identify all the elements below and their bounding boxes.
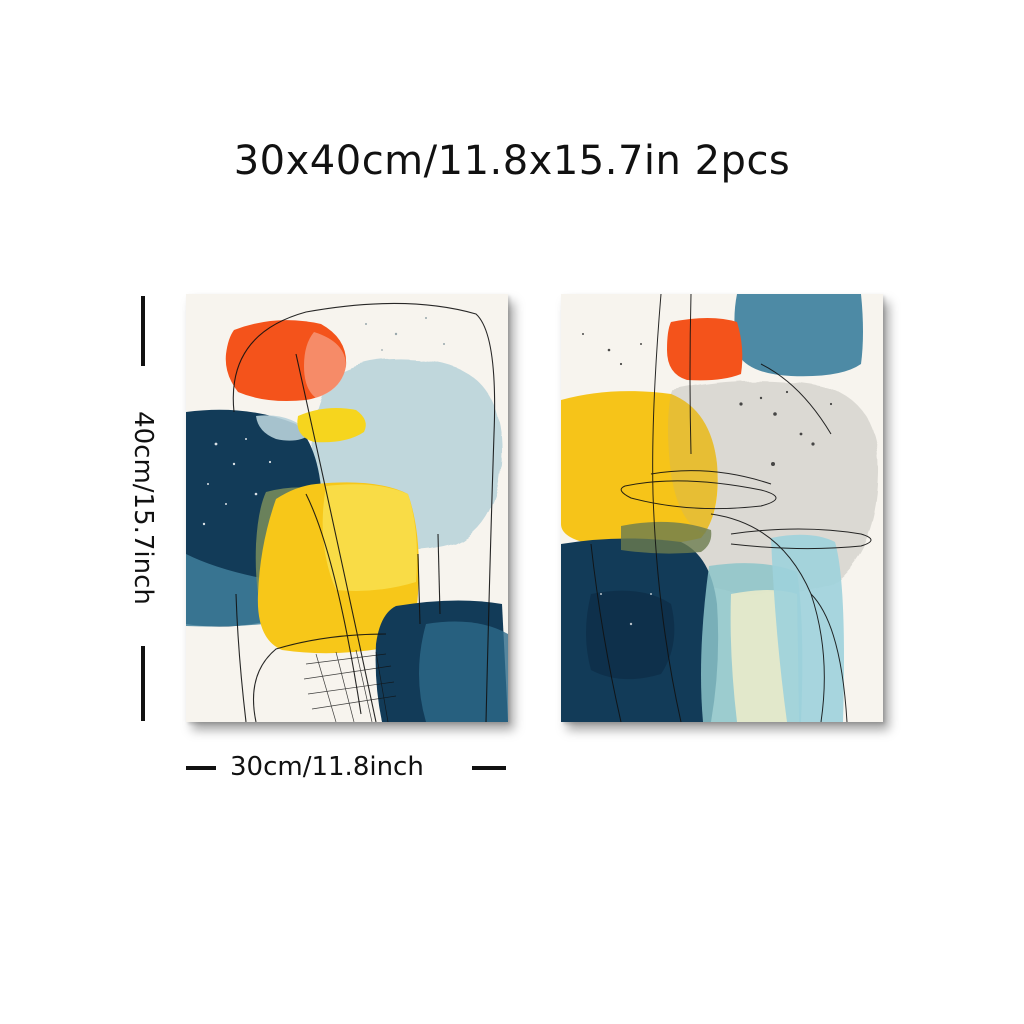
height-dimension-bar-bottom bbox=[141, 646, 145, 721]
product-size-title: 30x40cm/11.8x15.7in 2pcs bbox=[233, 138, 791, 184]
art-panel-right bbox=[561, 294, 883, 722]
abstract-artwork-left bbox=[186, 294, 508, 722]
width-dimension-bar-right bbox=[472, 766, 506, 770]
art-panel-left bbox=[186, 294, 508, 722]
width-dimension-label: 30cm/11.8inch bbox=[230, 752, 424, 782]
width-dimension-bar-left bbox=[186, 766, 216, 770]
abstract-artwork-right bbox=[561, 294, 883, 722]
height-dimension-bar-top bbox=[141, 296, 145, 366]
